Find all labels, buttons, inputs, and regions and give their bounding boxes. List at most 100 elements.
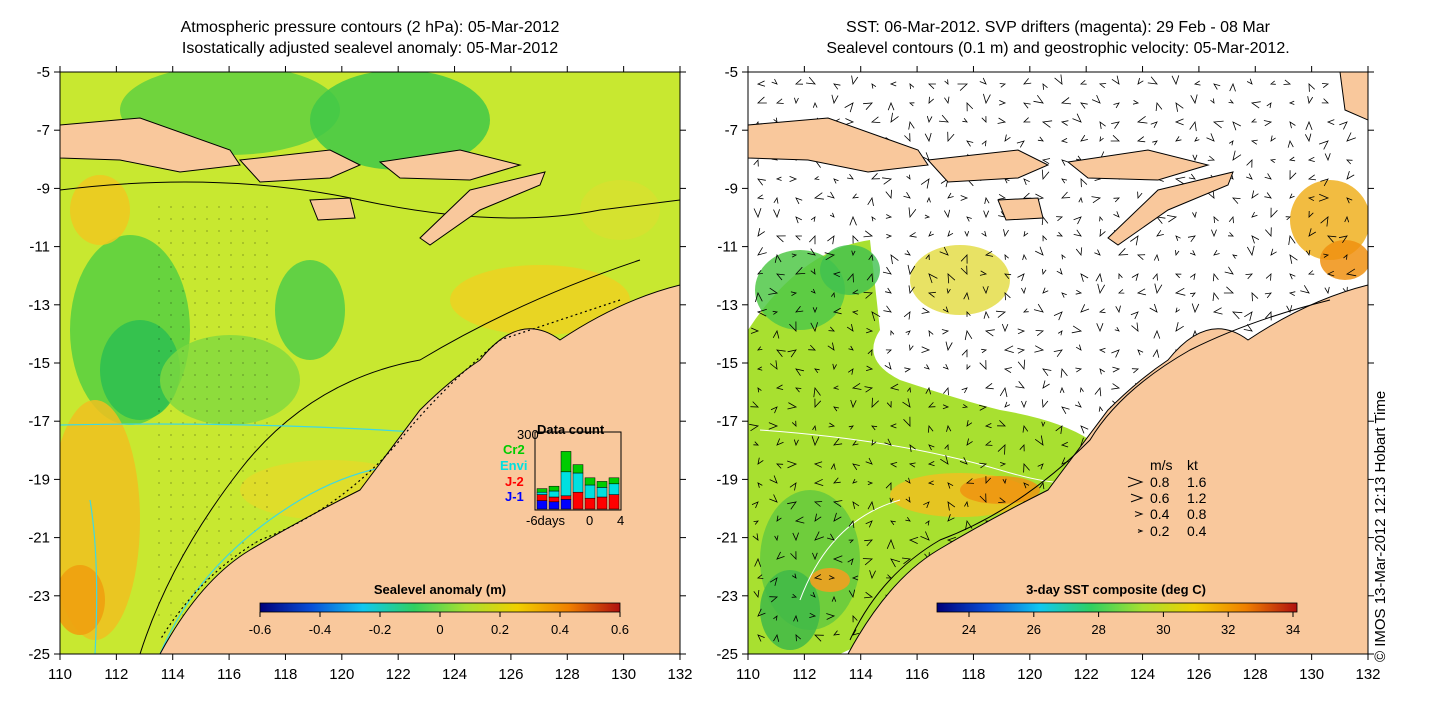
velocity-legend-arrow [1127, 476, 1144, 488]
mission-label-envi: Envi [500, 458, 527, 473]
velocity-arrow [833, 512, 842, 522]
right-colorbar-tick-label: 30 [1156, 622, 1170, 637]
velocity-arrow [852, 614, 858, 623]
velocity-arrow [757, 608, 766, 617]
velocity-arrow [1264, 292, 1272, 299]
velocity-arrow [901, 557, 912, 565]
velocity-arrow [926, 115, 933, 124]
velocity-arrow [1212, 291, 1220, 301]
velocity-arrow [966, 420, 973, 427]
left-colorbar-ramp [259, 602, 621, 613]
velocity-arrow [833, 83, 841, 90]
velocity-arrow [852, 501, 860, 509]
velocity-arrow [826, 533, 835, 541]
velocity-arrow [905, 330, 911, 336]
left-ytick-label: -9 [37, 180, 50, 197]
velocity-arrow [795, 235, 802, 241]
velocity-arrow [1060, 441, 1069, 448]
velocity-arrow [1228, 140, 1234, 146]
velocity-arrow [1034, 345, 1045, 353]
velocity-arrow [964, 230, 970, 238]
velocity-arrow [1189, 120, 1197, 132]
left-colorbar-label: Sealevel anomaly (m) [374, 582, 506, 597]
velocity-arrow [870, 116, 881, 123]
velocity-arrow [1130, 311, 1139, 320]
velocity-arrow [1175, 307, 1180, 313]
velocity-arrow [1213, 249, 1220, 256]
velocity-legend-ms-header: m/s [1150, 457, 1173, 473]
velocity-arrow [810, 322, 818, 333]
velocity-arrow [769, 360, 778, 370]
left-colorbar: Sealevel anomaly (m) -0.6 -0.4 -0.2 0 0.2 0.4… [249, 582, 629, 637]
velocity-arrow [903, 191, 911, 199]
velocity-arrow [810, 216, 816, 222]
velocity-arrow [770, 406, 778, 414]
velocity-arrow [1194, 136, 1200, 142]
velocity-arrow [789, 482, 797, 491]
data-count-bar-j-2 [596, 496, 608, 510]
velocity-arrow [1304, 133, 1312, 143]
velocity-arrow [795, 197, 803, 205]
velocity-arrow [1023, 102, 1031, 109]
velocity-arrow [1004, 134, 1011, 142]
velocity-arrow [776, 349, 786, 358]
velocity-arrow [959, 457, 968, 465]
left-panel-title: Atmospheric pressure contours (2 hPa): 0… [60, 17, 680, 59]
velocity-arrow [827, 235, 835, 245]
velocity-arrow [1091, 196, 1102, 204]
velocity-arrow [928, 330, 934, 337]
velocity-arrow [1251, 235, 1260, 244]
velocity-arrow [979, 462, 988, 469]
velocity-arrow [942, 306, 949, 313]
velocity-arrow [1113, 102, 1120, 109]
velocity-arrow [1112, 366, 1121, 373]
velocity-arrow [981, 348, 988, 354]
velocity-arrow [1131, 368, 1140, 374]
velocity-arrow [924, 132, 932, 143]
velocity-arrow [1289, 254, 1298, 264]
velocity-arrow [999, 386, 1008, 398]
velocity-arrow [921, 346, 931, 353]
velocity-arrow [1079, 386, 1084, 393]
velocity-arrow [1035, 246, 1044, 256]
right-ytick-label: -19 [716, 471, 738, 488]
velocity-arrow [768, 422, 779, 430]
sst-field [748, 180, 1368, 654]
velocity-arrow [1166, 215, 1178, 223]
velocity-arrow [848, 589, 856, 599]
left-ytick-label: -7 [37, 122, 50, 139]
data-count-bar-j-2 [536, 494, 548, 501]
velocity-arrow [871, 83, 877, 89]
land-right [748, 72, 1368, 654]
right-ytick-label: -7 [725, 122, 738, 139]
velocity-arrow [1289, 273, 1296, 280]
velocity-arrow [908, 102, 915, 107]
velocity-arrow [852, 193, 859, 199]
velocity-arrow [851, 75, 859, 86]
velocity-arrow [1098, 308, 1106, 314]
velocity-arrow [832, 385, 839, 390]
velocity-arrow [1137, 349, 1144, 356]
velocity-arrow [947, 482, 954, 489]
data-count-bar-envi [584, 484, 596, 499]
velocity-arrow [1023, 308, 1029, 313]
velocity-arrow [981, 230, 987, 237]
velocity-arrow [925, 386, 931, 395]
velocity-arrow [795, 634, 801, 642]
right-xtick-label: 132 [1355, 666, 1380, 683]
velocity-arrow [1154, 283, 1163, 295]
velocity-arrow [1053, 311, 1063, 321]
velocity-arrow [921, 307, 931, 314]
data-count-bar-j-2 [572, 491, 584, 510]
data-count-bar-envi [572, 472, 584, 493]
velocity-arrow [775, 235, 786, 243]
velocity-arrow [1023, 78, 1032, 85]
velocity-arrow [749, 423, 760, 432]
velocity-arrow [1023, 117, 1031, 123]
velocity-arrow [889, 462, 898, 468]
velocity-arrow [750, 401, 759, 408]
velocity-arrow [753, 520, 759, 525]
velocity-arrow [775, 384, 784, 390]
velocity-arrow [1346, 159, 1353, 165]
velocity-arrow [807, 248, 816, 256]
